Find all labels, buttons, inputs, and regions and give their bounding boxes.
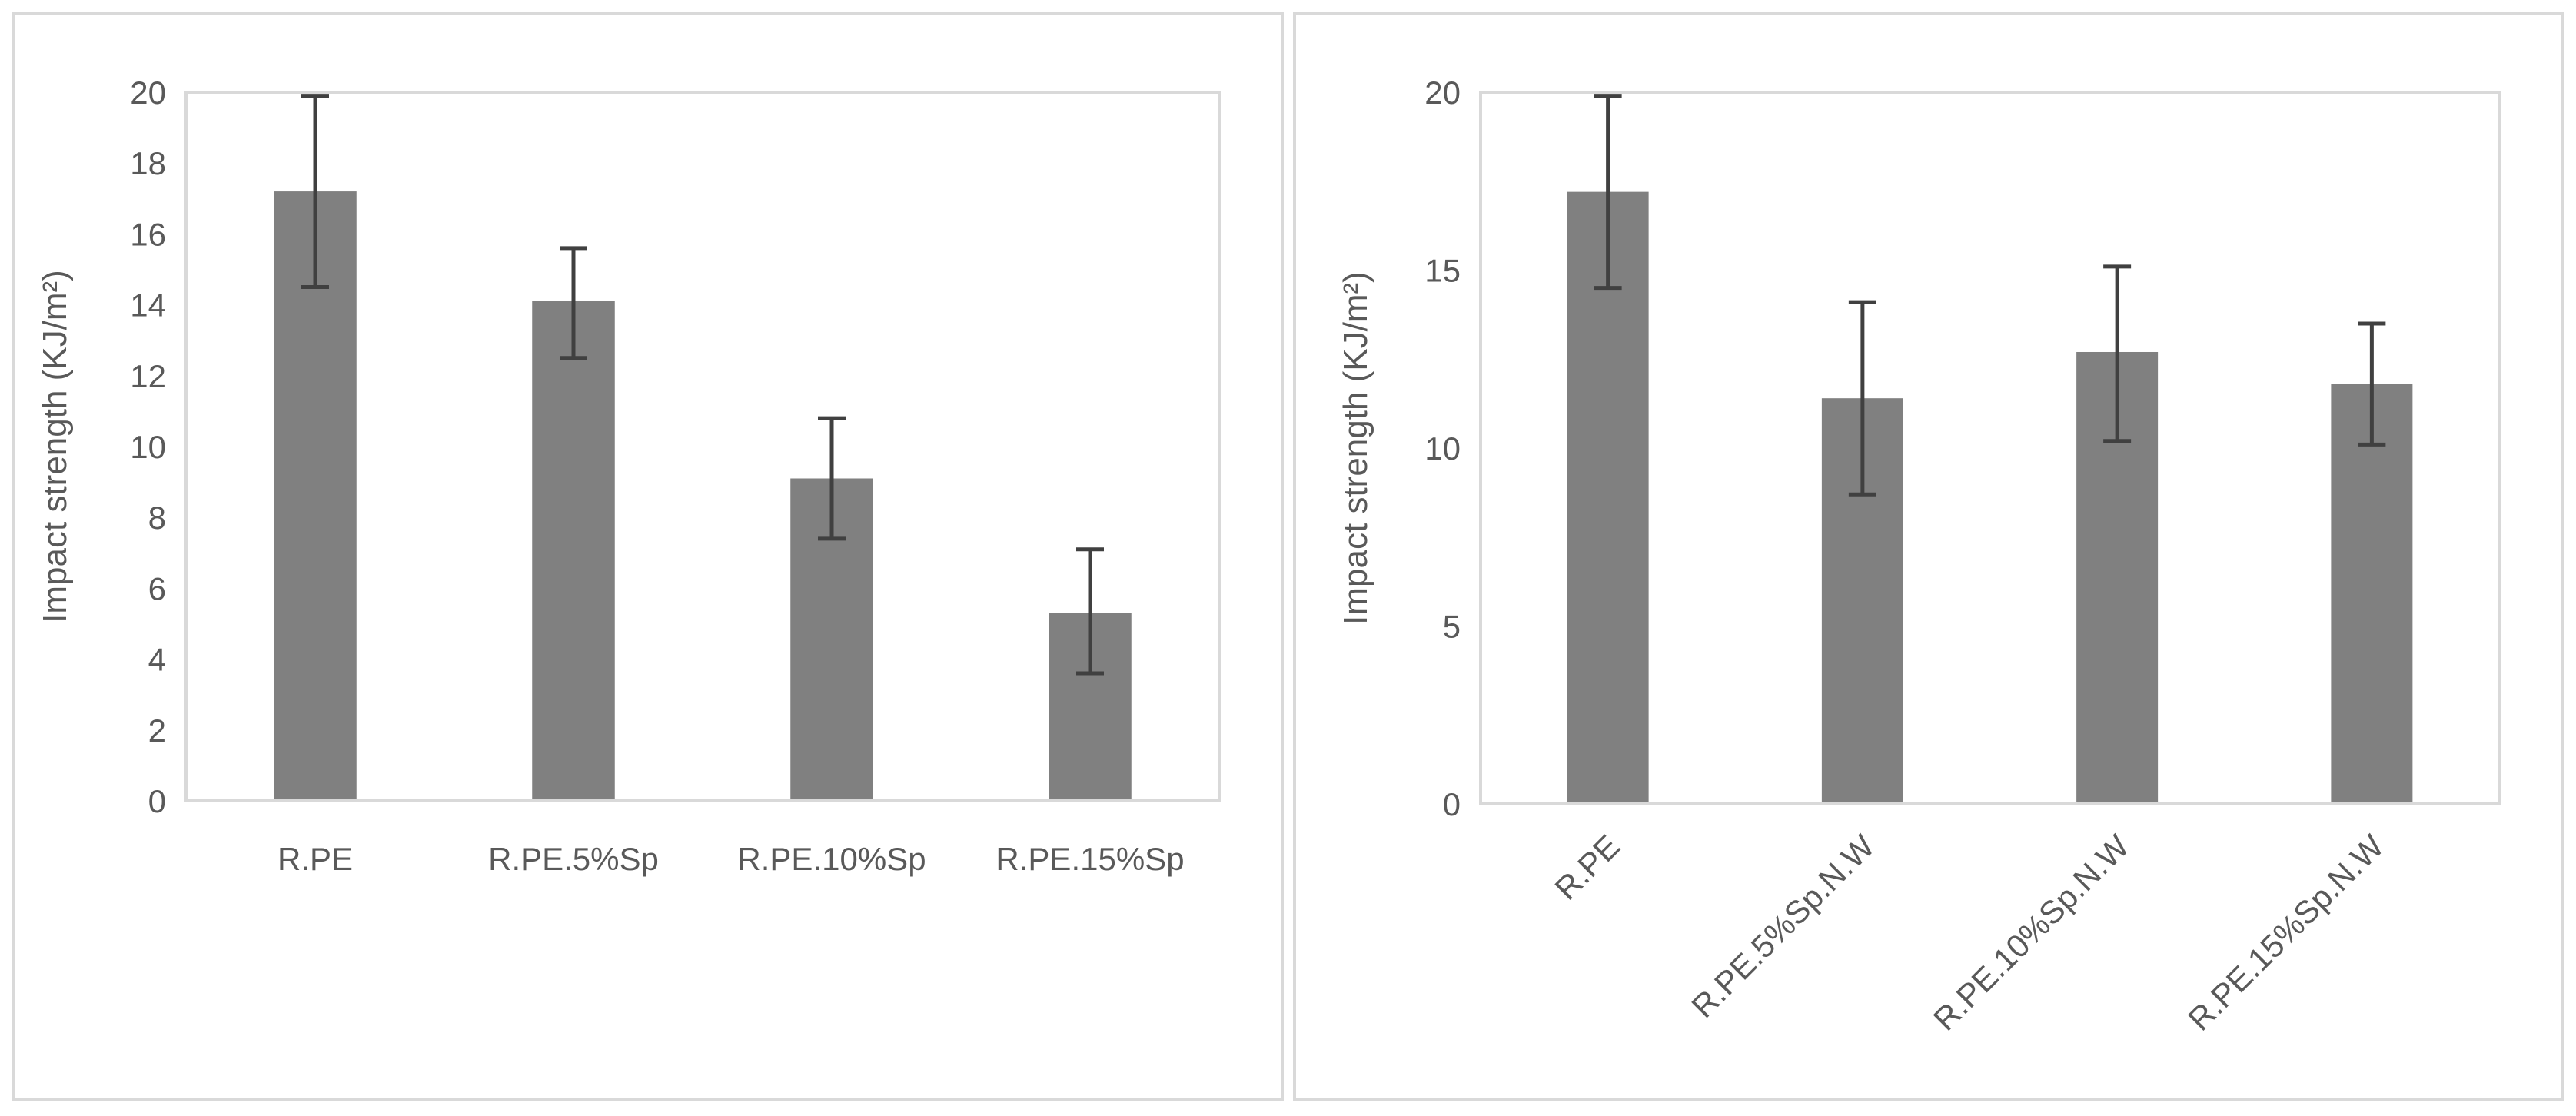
y-tick-label: 6	[148, 570, 166, 606]
y-tick-label: 10	[130, 429, 166, 465]
y-tick-label: 0	[1443, 786, 1461, 822]
x-category-label: R.PE.5%Sp	[488, 841, 659, 877]
y-axis-label: Impact strength (KJ/m²)	[36, 270, 74, 623]
x-category-label: R.PE.5%Sp.N.W	[1684, 828, 1881, 1025]
x-category-label: R.PE.10%Sp.N.W	[1926, 828, 2136, 1038]
y-axis-label: Impact strength (KJ/m²)	[1337, 271, 1374, 625]
y-tick-label: 15	[1424, 253, 1461, 289]
y-tick-label: 2	[148, 712, 166, 749]
y-tick-label: 14	[130, 287, 166, 324]
bar-1	[274, 191, 357, 801]
chart-panel-right: 0 5 10 15 20 Impact strength (KJ/m²) R.PE R.PE.…	[1293, 12, 2564, 1101]
y-tick-label: 0	[148, 783, 166, 819]
y-tick-label: 12	[130, 358, 166, 394]
x-category-label: R.PE.15%Sp.N.W	[2181, 828, 2391, 1038]
y-tick-label: 16	[130, 216, 166, 252]
y-tick-label: 10	[1424, 430, 1461, 467]
y-tick-label: 20	[130, 75, 166, 111]
y-tick-label: 4	[148, 642, 166, 678]
y-tick-label: 5	[1443, 609, 1461, 645]
x-category-label: R.PE.15%Sp	[995, 841, 1184, 877]
x-category-label: R.PE	[1547, 828, 1627, 907]
bar-4	[2331, 384, 2413, 804]
y-tick-label: 20	[1424, 75, 1461, 111]
impact-strength-chart-right: 0 5 10 15 20 Impact strength (KJ/m²) R.PE R.PE.…	[1337, 75, 2501, 1038]
bar-1	[1567, 191, 1649, 804]
x-category-label: R.PE	[278, 841, 353, 877]
y-tick-label: 18	[130, 145, 166, 181]
y-tick-label: 8	[148, 500, 166, 536]
x-category-label: R.PE.10%Sp	[737, 841, 926, 877]
bar-2	[532, 301, 615, 801]
chart-panel-left: 0 2 4 6 8 10 12 14 16 18 20 Impact strength (KJ/m²)…	[12, 12, 1284, 1101]
impact-strength-chart-left: 0 2 4 6 8 10 12 14 16 18 20 Impact strength (KJ/m²)…	[36, 75, 1221, 877]
